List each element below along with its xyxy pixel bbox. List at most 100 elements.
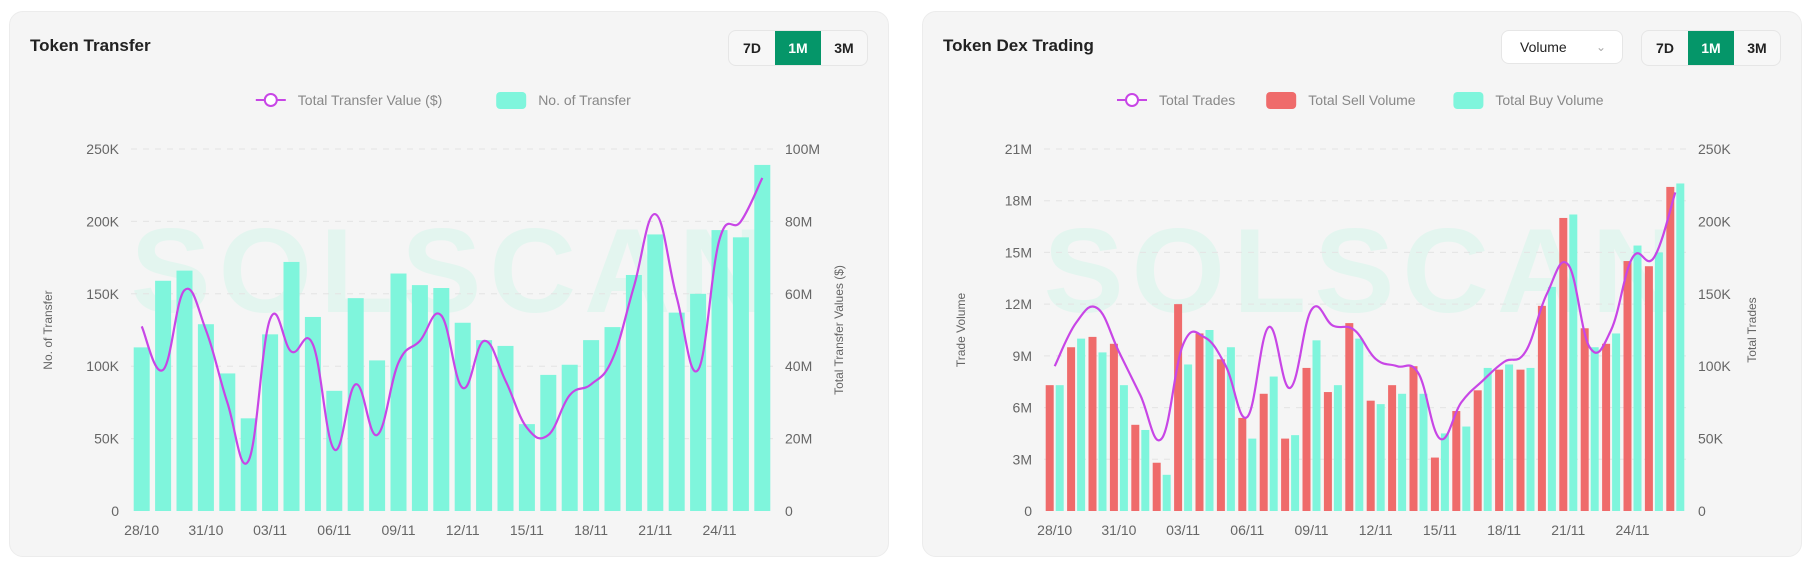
bar-total-sell-volume	[1302, 367, 1311, 511]
token-dex-trading-card: Token Dex Trading Volume ⌄ 7D 1M 3M SOLSC…	[922, 11, 1802, 557]
x-tick-label: 28/10	[124, 522, 159, 538]
bar-total-sell-volume	[1602, 343, 1611, 511]
y-tick-label: 18M	[1005, 193, 1032, 209]
bar-no-of-transfer	[326, 390, 343, 511]
bar-total-sell-volume	[1388, 385, 1397, 511]
range-toggle: 7D 1M 3M	[1641, 30, 1781, 66]
bar-total-buy-volume	[1440, 433, 1449, 511]
bar-no-of-transfer	[476, 340, 493, 511]
y-tick-label: 15M	[1005, 244, 1032, 260]
bar-total-sell-volume	[1088, 336, 1097, 511]
bar-total-buy-volume	[1333, 385, 1342, 511]
bar-no-of-transfer	[219, 373, 236, 511]
legend-swatch-icon	[1453, 92, 1484, 109]
bar-no-of-transfer	[690, 293, 707, 511]
legend-swatch-icon	[1266, 92, 1297, 109]
bar-total-sell-volume	[1216, 359, 1225, 511]
bar-total-sell-volume	[1152, 462, 1161, 511]
metric-dropdown[interactable]: Volume ⌄	[1501, 30, 1623, 64]
range-7d-button[interactable]: 7D	[1656, 40, 1674, 56]
range-1m-button[interactable]: 1M	[1688, 31, 1734, 65]
bar-total-sell-volume	[1644, 266, 1653, 511]
y-tick-label: 50K	[94, 431, 120, 447]
bar-total-buy-volume	[1376, 404, 1385, 511]
bar-no-of-transfer	[540, 374, 557, 511]
bar-total-buy-volume	[1526, 367, 1535, 511]
bar-total-sell-volume	[1666, 186, 1675, 511]
bar-total-buy-volume	[1205, 330, 1214, 511]
range-3m-button[interactable]: 3M	[1747, 40, 1767, 56]
x-tick-label: 15/11	[510, 522, 544, 538]
bar-total-sell-volume	[1238, 417, 1247, 511]
bar-no-of-transfer	[647, 234, 664, 511]
bar-total-buy-volume	[1055, 385, 1064, 511]
y-tick-label: 0	[111, 503, 119, 519]
bar-total-sell-volume	[1473, 390, 1482, 511]
bar-total-sell-volume	[1559, 217, 1568, 511]
bar-no-of-transfer	[411, 285, 428, 511]
bar-total-sell-volume	[1516, 369, 1525, 511]
bar-total-buy-volume	[1633, 245, 1642, 512]
bar-no-of-transfer	[283, 261, 300, 511]
bar-total-buy-volume	[1654, 252, 1663, 511]
token-dex-trading-chart: SOLSCAN 0 3M 6M 9M 12M 15M 18M 21M 0 50K 100K 150K 20…	[954, 92, 1759, 538]
x-tick-label: 18/11	[574, 522, 608, 538]
y-tick-label: 21M	[1005, 141, 1032, 157]
y-tick-label: 250K	[86, 141, 119, 157]
y2-tick-label: 50K	[1698, 431, 1724, 447]
bar-total-buy-volume	[1355, 338, 1364, 511]
bar-total-sell-volume	[1430, 457, 1439, 511]
bar-total-buy-volume	[1077, 338, 1086, 511]
bar-no-of-transfer	[561, 364, 578, 511]
token-transfer-card: Token Transfer 7D 1M 3M SOLSCAN 0 50K 100K 1…	[9, 11, 889, 557]
bar-total-sell-volume	[1452, 411, 1461, 511]
bar-no-of-transfer	[433, 288, 450, 511]
y2-tick-label: 250K	[1698, 141, 1731, 157]
bar-no-of-transfer	[604, 327, 621, 511]
bar-total-buy-volume	[1483, 367, 1492, 511]
x-tick-label: 21/11	[1551, 522, 1585, 538]
y-tick-label: 100K	[86, 358, 119, 374]
bar-total-buy-volume	[1462, 426, 1471, 511]
x-tick-label: 21/11	[638, 522, 672, 538]
x-tick-label: 06/11	[1230, 522, 1264, 538]
legend-line-marker-icon	[1125, 93, 1139, 107]
bar-no-of-transfer	[711, 230, 728, 511]
range-1m-button[interactable]: 1M	[775, 31, 821, 65]
range-7d-button[interactable]: 7D	[743, 40, 761, 56]
y-tick-label: 3M	[1013, 451, 1032, 467]
y2-tick-label: 0	[785, 503, 793, 519]
y-tick-label: 6M	[1013, 400, 1032, 416]
range-toggle: 7D 1M 3M	[728, 30, 868, 66]
bar-total-buy-volume	[1398, 393, 1407, 511]
y2-tick-label: 100K	[1698, 358, 1731, 374]
x-tick-label: 12/11	[446, 522, 480, 538]
bar-total-buy-volume	[1291, 435, 1300, 511]
line-total-trades	[1053, 192, 1677, 442]
bar-total-buy-volume	[1248, 438, 1257, 511]
bar-no-of-transfer	[454, 322, 471, 511]
x-tick-label: 03/11	[1166, 522, 1200, 538]
bar-no-of-transfer	[133, 347, 150, 511]
bar-no-of-transfer	[668, 312, 685, 511]
token-transfer-chart: SOLSCAN050K100K150K200K250K020M40M60M80M…	[41, 92, 846, 538]
bar-total-sell-volume	[1537, 305, 1546, 511]
bar-total-sell-volume	[1623, 261, 1632, 511]
y2-tick-label: 0	[1698, 503, 1706, 519]
x-tick-label: 12/11	[1359, 522, 1393, 538]
bar-total-sell-volume	[1131, 424, 1140, 511]
y2-tick-label: 80M	[785, 213, 812, 229]
bar-total-buy-volume	[1590, 347, 1599, 511]
y2-tick-label: 150K	[1698, 286, 1731, 302]
card-title: Token Transfer	[30, 36, 151, 55]
bar-total-sell-volume	[1580, 328, 1589, 511]
x-tick-label: 18/11	[1487, 522, 1521, 538]
bar-no-of-transfer	[583, 340, 600, 511]
bar-no-of-transfer	[176, 270, 193, 511]
bar-no-of-transfer	[197, 324, 214, 511]
bar-total-buy-volume	[1676, 183, 1685, 511]
bar-total-buy-volume	[1141, 429, 1150, 511]
range-3m-button[interactable]: 3M	[834, 40, 854, 56]
bar-total-buy-volume	[1312, 340, 1321, 511]
card-title: Token Dex Trading	[943, 36, 1094, 55]
